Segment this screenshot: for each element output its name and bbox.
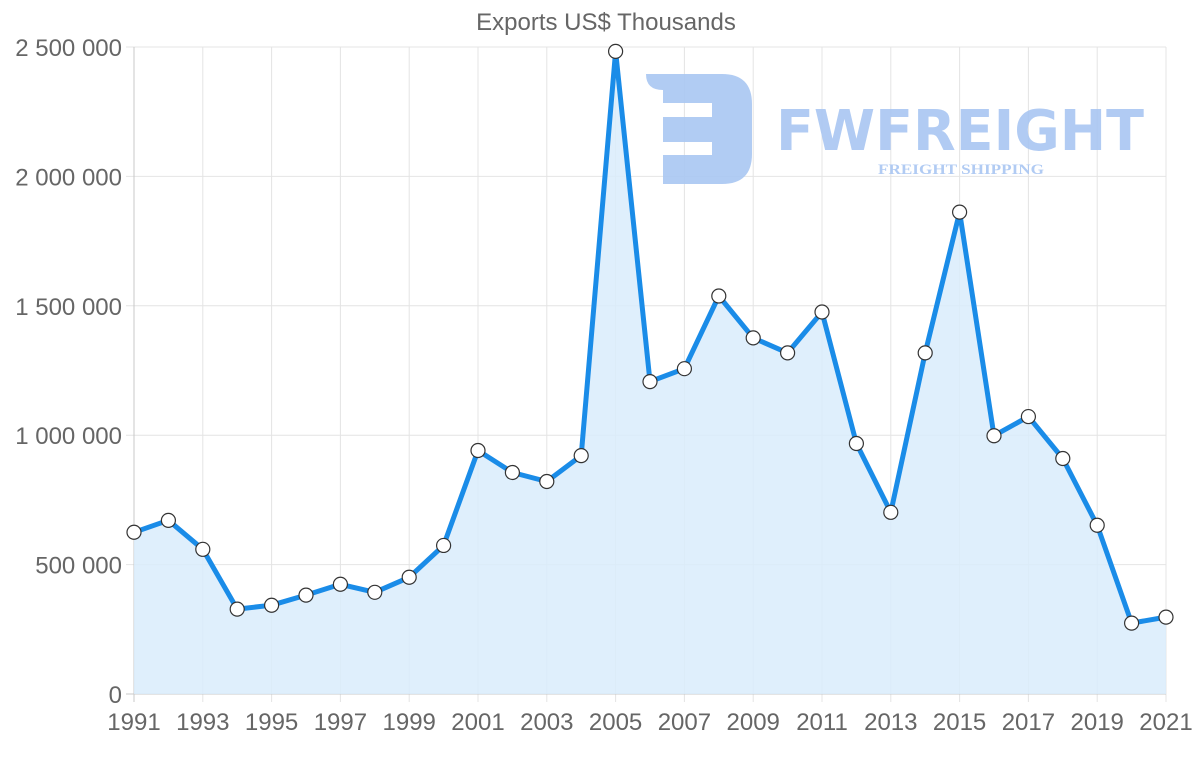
x-tick-label: 1995 [245,709,298,736]
y-tick-label: 2 500 000 [15,35,122,62]
data-point-2001[interactable] [470,442,486,459]
data-point-1999[interactable] [401,569,417,585]
y-tick-label: 1 000 000 [15,423,122,450]
watermark-brand: FWFREIGHT [776,99,1144,164]
x-tick-label: 2013 [864,709,917,736]
fwfreight-watermark: FWFREIGHT FREIGHT SHIPPING [646,74,1144,184]
y-tick-label: 0 [109,682,122,709]
data-point-2016[interactable] [986,428,1002,444]
data-point-2017[interactable] [1020,408,1037,425]
data-point-2003[interactable] [539,473,555,490]
data-point-2000[interactable] [436,537,452,554]
data-point-1995[interactable] [264,597,280,613]
x-tick-label: 1997 [314,709,367,736]
data-point-2019[interactable] [1089,517,1105,533]
area-fill [134,51,1166,694]
data-point-2004[interactable] [573,448,589,464]
x-tick-label: 2021 [1139,709,1192,736]
data-point-1992[interactable] [160,512,176,528]
data-point-2013[interactable] [883,504,899,520]
data-point-1991[interactable] [126,524,142,540]
data-point-2018[interactable] [1055,450,1071,467]
chart-title: Exports US$ Thousands [476,9,736,36]
y-tick-label: 2 000 000 [15,164,122,191]
x-tick-label: 2017 [1002,709,1055,736]
watermark-tagline: FREIGHT SHIPPING [878,162,1044,178]
x-tick-label: 2015 [933,709,986,736]
data-point-2015[interactable] [951,204,968,220]
x-tick-label: 2011 [796,709,848,736]
x-tick-label: 2003 [520,709,573,736]
series-exports [126,43,1174,694]
x-tick-label: 2007 [658,709,711,736]
y-axis: 0 500 000 1 000 000 1 500 000 2 000 000 2 500… [15,35,122,709]
y-tick-label: 1 500 000 [15,294,122,321]
data-point-1996[interactable] [298,587,314,603]
x-tick-label: 2019 [1071,709,1124,736]
x-tick-label: 2009 [727,709,780,736]
y-tick-label: 500 000 [35,553,122,580]
data-point-2020[interactable] [1123,615,1140,631]
data-point-2005[interactable] [607,43,624,59]
data-point-2006[interactable] [642,374,658,390]
data-point-1997[interactable] [332,576,348,592]
data-point-2011[interactable] [814,304,830,320]
data-point-2009[interactable] [745,330,761,346]
data-point-1993[interactable] [195,541,211,557]
data-point-2007[interactable] [676,361,693,377]
data-point-1994[interactable] [229,601,245,617]
data-point-2021[interactable] [1158,609,1174,625]
data-point-1998[interactable] [367,584,383,600]
x-tick-label: 2005 [589,709,642,736]
data-point-2002[interactable] [504,464,521,481]
x-tick-label: 1991 [107,709,160,736]
x-tick-label: 1999 [383,709,436,736]
data-point-2012[interactable] [848,435,865,452]
data-point-2014[interactable] [917,345,933,361]
data-point-2010[interactable] [779,345,796,361]
data-point-2008[interactable] [711,288,727,304]
fwfreight-logo-icon [646,74,752,184]
x-tick-label: 2001 [451,709,504,736]
x-axis: 1991 1993 1995 1997 1999 2001 2003 2005 2007 2009… [107,709,1192,736]
x-tick-label: 1993 [176,709,229,736]
